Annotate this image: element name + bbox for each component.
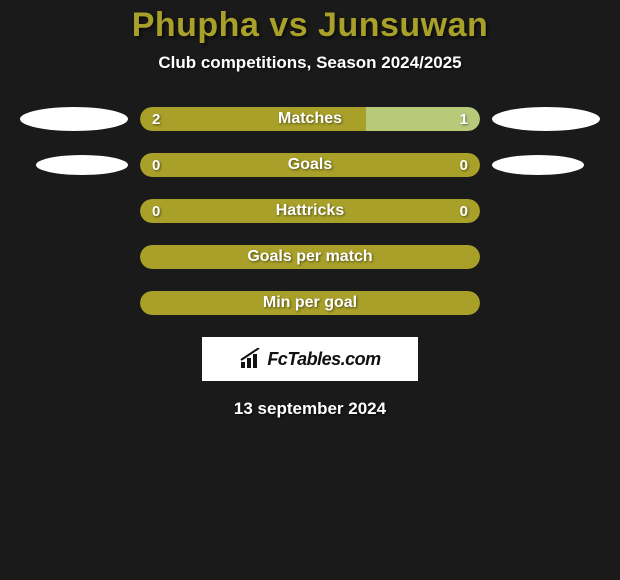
player-left-marker [20, 107, 128, 131]
watermark-badge: FcTables.com [202, 337, 418, 381]
stat-row: 00Goals [0, 153, 620, 177]
stats-list: 21Matches 00Goals 00Hattricks Goals per mat… [0, 107, 620, 315]
spacer [492, 245, 600, 269]
date-label: 13 september 2024 [0, 399, 620, 419]
comparison-infographic: Phupha vs Junsuwan Club competitions, Se… [0, 0, 620, 419]
stat-label: Matches [140, 107, 480, 131]
spacer [20, 291, 128, 315]
stat-label: Goals per match [140, 245, 480, 269]
watermark-text: FcTables.com [267, 349, 380, 370]
spacer [492, 291, 600, 315]
stat-label: Goals [140, 153, 480, 177]
stat-bar: Goals per match [140, 245, 480, 269]
player-left-marker [36, 155, 128, 175]
chart-icon [239, 348, 263, 370]
player-right-marker [492, 155, 584, 175]
stat-bar: Min per goal [140, 291, 480, 315]
stat-label: Hattricks [140, 199, 480, 223]
stat-bar: 00Hattricks [140, 199, 480, 223]
stat-row: Min per goal [0, 291, 620, 315]
spacer [492, 199, 600, 223]
spacer [20, 245, 128, 269]
stat-label: Min per goal [140, 291, 480, 315]
stat-bar: 00Goals [140, 153, 480, 177]
stat-bar: 21Matches [140, 107, 480, 131]
stat-row: 00Hattricks [0, 199, 620, 223]
page-title: Phupha vs Junsuwan [0, 6, 620, 45]
spacer [20, 199, 128, 223]
stat-row: Goals per match [0, 245, 620, 269]
subtitle: Club competitions, Season 2024/2025 [0, 53, 620, 73]
player-right-marker [492, 107, 600, 131]
stat-row: 21Matches [0, 107, 620, 131]
